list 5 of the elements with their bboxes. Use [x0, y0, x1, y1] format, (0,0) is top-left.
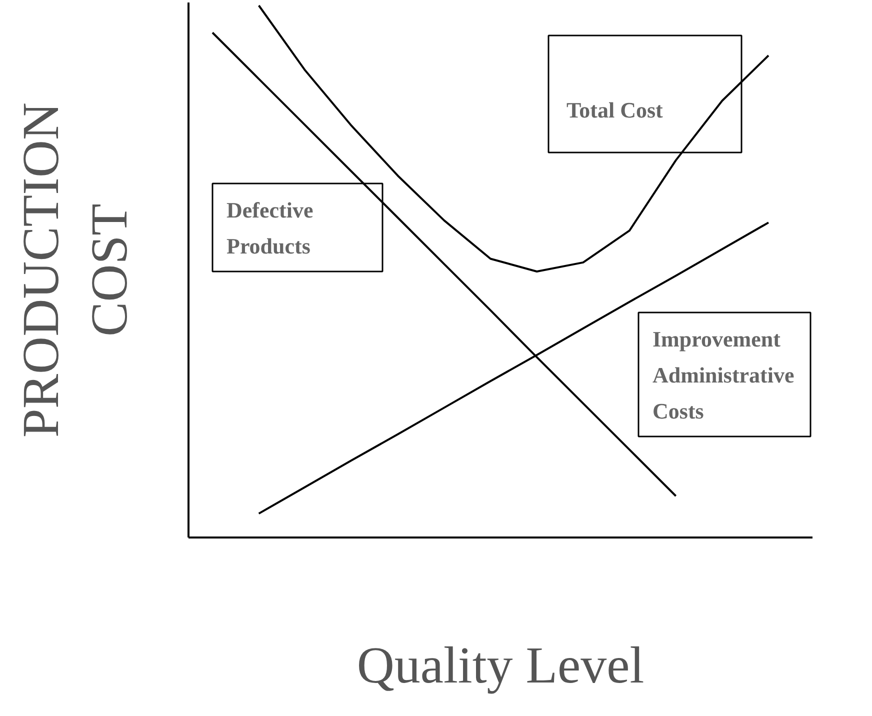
y-axis-title: PRODUCTION COST: [13, 102, 138, 438]
series-label: Total Cost: [566, 98, 664, 122]
x-axis-title: Quality Level: [356, 638, 644, 694]
series-label: Improvement Administrative Costs: [652, 326, 794, 424]
text: Defective Products: [226, 198, 314, 258]
